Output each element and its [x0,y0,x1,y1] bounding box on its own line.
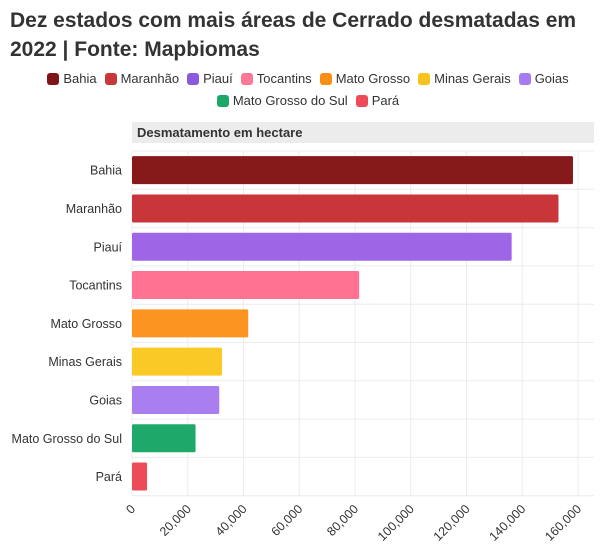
bar[interactable] [132,194,559,223]
legend-label: Piauí [203,71,233,86]
category-label: Mato Grosso do Sul [12,432,122,446]
bar[interactable] [132,309,249,338]
category-label: Minas Gerais [48,355,122,369]
bar[interactable] [132,156,573,185]
legend-swatch [187,73,200,85]
legend-label: Minas Gerais [434,71,511,86]
category-label: Bahia [90,164,122,178]
legend-item[interactable]: Maranhão [104,71,180,87]
legend-swatch [216,95,229,107]
legend-swatch [104,73,117,85]
legend-swatch [355,95,368,107]
legend-item[interactable]: Mato Grosso do Sul [216,93,348,109]
bar[interactable] [132,347,223,376]
legend-swatch [418,73,431,85]
x-tick-label: 40,000 [213,502,250,539]
category-label: Mato Grosso [50,317,122,331]
bar[interactable] [132,424,196,453]
x-tick-label: 160,000 [542,502,584,544]
category-label: Piauí [94,240,123,254]
x-tick-label: 120,000 [431,502,473,544]
legend-item[interactable]: Tocantins [240,71,312,87]
x-axis-tick-labels: 0 20,000 40,000 60,000 80,000 100,000 120,000 1… [123,502,584,544]
bars [132,156,573,491]
x-tick-label: 80,000 [324,502,361,539]
bar[interactable] [132,385,220,414]
chart-header-band [132,122,594,143]
legend-item[interactable]: Piauí [187,71,233,87]
legend-label: Goias [534,71,569,86]
x-tick-label: 100,000 [375,502,417,544]
legend-label: Tocantins [256,71,312,86]
legend-label: Mato Grosso do Sul [232,93,348,108]
gridlines [131,150,594,497]
chart-header-label: Desmatamento em hectare [137,125,302,140]
x-tick-label: 20,000 [157,502,194,539]
legend-item[interactable]: Goias [518,71,569,87]
legend-swatch [518,73,531,85]
legend-swatch [319,73,332,85]
x-tick-label: 140,000 [487,502,529,544]
legend-item[interactable]: Mato Grosso [319,71,411,87]
category-label: Tocantins [69,279,122,293]
legend-label: Bahia [63,71,97,86]
x-tick-label: 60,000 [268,502,305,539]
legend-label: Maranhão [120,71,180,86]
legend-label: Mato Grosso [335,71,411,86]
chart-legend: Bahia Maranhão Piauí Tocantins Mato Grosso Mi… [10,71,606,109]
category-labels: Bahia Maranhão Piauí Tocantins Mato Grosso Mi… [12,164,123,484]
legend-swatch [47,73,60,85]
category-label: Goias [89,393,122,407]
category-label: Maranhão [66,202,122,216]
chart-title: Dez estados com mais áreas de Cerrado de… [10,9,577,61]
category-label: Pará [96,470,122,484]
legend-item[interactable]: Minas Gerais [418,71,511,87]
legend-swatch [240,73,253,85]
legend-label: Pará [371,93,400,108]
legend-item[interactable]: Bahia [47,71,97,87]
bar[interactable] [132,462,148,491]
legend-item[interactable]: Pará [355,93,400,109]
x-tick-label: 0 [123,502,138,517]
bar[interactable] [132,271,360,300]
bar[interactable] [132,232,512,261]
